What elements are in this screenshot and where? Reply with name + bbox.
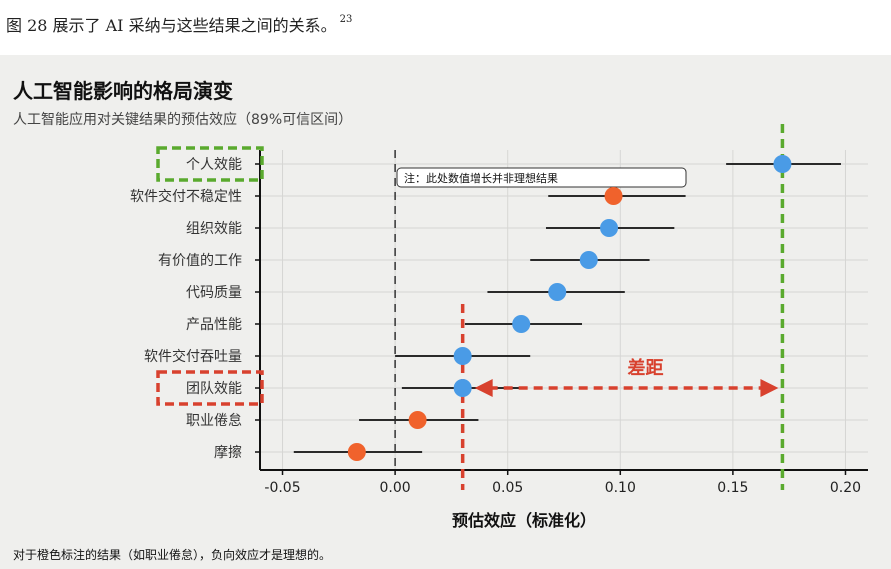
gap-arrow-head-right: [760, 379, 779, 397]
gap-arrow-head-left: [474, 379, 493, 397]
category-label: 产品性能: [186, 317, 242, 333]
x-tick-label: 0.15: [717, 480, 748, 496]
figure-panel: [0, 55, 891, 569]
chart-title: 人工智能影响的格局演变: [13, 79, 233, 103]
caption-text: 图 28 展示了 AI 采纳与这些结果之间的关系。: [6, 16, 337, 35]
category-label: 软件交付不稳定性: [130, 188, 242, 205]
category-label: 有价值的工作: [158, 253, 242, 269]
highlight-box-red: [156, 370, 264, 406]
caption-reference[interactable]: 23: [339, 14, 353, 25]
category-label: 组织效能: [186, 221, 242, 237]
category-label: 摩擦: [214, 444, 242, 461]
estimate-point: [512, 315, 531, 333]
x-tick-label: 0.05: [492, 480, 523, 496]
estimate-point: [453, 347, 472, 365]
estimate-point: [773, 155, 792, 173]
estimate-point: [600, 219, 619, 237]
category-label: 个人效能: [186, 157, 242, 173]
x-tick-label: -0.05: [264, 480, 300, 496]
x-tick-label: 0.10: [605, 480, 636, 496]
category-label: 团队效能: [186, 381, 242, 397]
estimate-point: [408, 411, 427, 429]
estimate-point: [453, 379, 472, 397]
highlight-box-green: [156, 146, 264, 182]
x-axis-title: 预估效应（标准化）: [452, 511, 596, 530]
x-tick-label: 0.00: [380, 480, 411, 496]
estimate-point: [347, 443, 366, 461]
note-box: [396, 167, 687, 188]
estimate-point: [604, 187, 623, 205]
x-tick-label: 0.20: [830, 480, 861, 496]
estimate-point: [579, 251, 598, 269]
figure-caption: 图 28 展示了 AI 采纳与这些结果之间的关系。 23: [6, 12, 352, 36]
category-label: 职业倦怠: [186, 413, 242, 429]
estimate-point: [548, 283, 567, 301]
chart-subtitle: 人工智能应用对关键结果的预估效应（89%可信区间）: [13, 112, 353, 128]
category-label: 代码质量: [186, 285, 242, 301]
note-text: 注：此处数值增长并非理想结果: [404, 171, 558, 185]
gap-label: 差距: [628, 357, 664, 379]
category-label: 软件交付吞吐量: [144, 348, 242, 365]
chart-footnote: 对于橙色标注的结果（如职业倦怠），负向效应才是理想的。: [13, 548, 332, 562]
